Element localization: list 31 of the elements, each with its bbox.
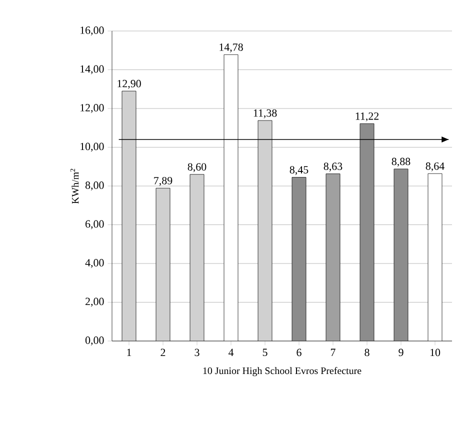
- x-tick-label: 10: [430, 348, 440, 356]
- y-tick-label: 4,00: [85, 259, 104, 268]
- data-label: 8,45: [290, 166, 308, 176]
- x-tick-label: 7: [330, 348, 336, 356]
- y-tick-label: 8,00: [85, 182, 104, 190]
- y-tick-label: 0,00: [85, 336, 104, 346]
- data-label: 8,88: [392, 158, 410, 167]
- data-label: 8,60: [188, 163, 206, 172]
- data-label: 7,89: [154, 176, 172, 186]
- x-tick-label: 5: [262, 348, 268, 356]
- y-tick-label: 12,00: [80, 104, 104, 113]
- data-label: 8,64: [426, 162, 444, 172]
- y-axis-title: KWh/m$^{2}$: [70, 168, 79, 204]
- x-tick-label: 9: [398, 348, 404, 356]
- y-tick-label: 2,00: [86, 298, 104, 307]
- data-label: 12,90: [118, 80, 141, 89]
- x-tick-label: 8: [364, 348, 370, 356]
- data-label: 8,63: [324, 162, 342, 172]
- data-label: 11,38: [254, 109, 277, 118]
- data-label: 11,22: [356, 112, 379, 122]
- data-label: 14,78: [220, 43, 243, 52]
- x-tick-label: 6: [296, 348, 302, 356]
- x-tick-label: 3: [194, 348, 200, 356]
- y-tick-label: 14,00: [80, 65, 104, 74]
- y-tick-label: 6,00: [86, 220, 104, 230]
- y-tick-label: 16,00: [80, 26, 104, 36]
- x-axis-title: 10 Junior High School Evros Prefecture: [203, 367, 362, 376]
- x-tick-label: 1: [127, 348, 132, 356]
- x-tick-label: 4: [228, 348, 234, 356]
- x-tick-label: 2: [160, 348, 166, 356]
- y-tick-label: 10,00: [80, 142, 104, 152]
